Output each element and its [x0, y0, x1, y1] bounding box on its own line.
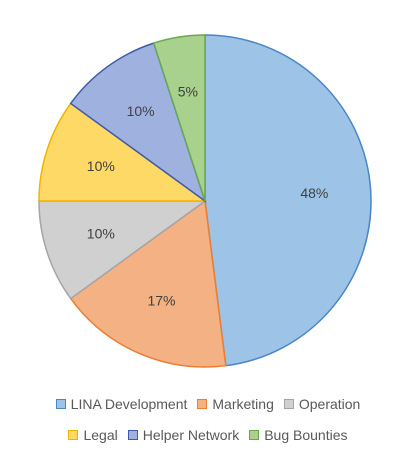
data-label-operation: 10% — [87, 226, 115, 242]
legend-item-marketing: Marketing — [197, 396, 274, 412]
data-label-marketing: 17% — [147, 292, 175, 308]
pie-slice-operation — [38, 200, 208, 300]
legend-label: Bug Bounties — [264, 427, 348, 443]
legend-row: LINA Development Marketing Operation — [0, 396, 416, 412]
legend-row: Legal Helper Network Bug Bounties — [0, 427, 416, 443]
pie-slice-marketing — [69, 199, 227, 368]
data-label-legal: 10% — [87, 158, 115, 174]
data-label-bug-bounties: 5% — [178, 83, 198, 99]
pie-slice-bug-bounties — [152, 34, 206, 202]
legend-item-operation: Operation — [283, 396, 361, 412]
legend-item-bug-bounties: Bug Bounties — [249, 427, 348, 443]
pie-slice-lina-development — [204, 34, 372, 367]
legend-item-helper-network: Helper Network — [127, 427, 240, 443]
legend-label: Marketing — [212, 396, 274, 412]
legend-label: Legal — [83, 427, 118, 443]
legend-label: LINA Development — [70, 396, 188, 412]
pie-plot-area: 48% 17% 10% 10% 10% 5% — [38, 34, 372, 368]
legend-swatch — [127, 430, 138, 440]
legend-swatch — [197, 399, 208, 409]
legend-item-legal: Legal — [68, 427, 118, 443]
data-label-helper-network: 10% — [127, 103, 155, 119]
legend-swatch — [249, 430, 260, 440]
pie-slice-legal — [38, 102, 208, 202]
pie-slice-helper-network — [69, 42, 207, 203]
legend-label: Operation — [298, 396, 361, 412]
legend-label: Helper Network — [142, 427, 240, 443]
legend-swatch — [55, 399, 66, 409]
legend-swatch — [68, 430, 79, 440]
data-label-lina-development: 48% — [300, 185, 328, 201]
legend-item-lina-development: LINA Development — [55, 396, 188, 412]
legend-swatch — [283, 399, 294, 409]
